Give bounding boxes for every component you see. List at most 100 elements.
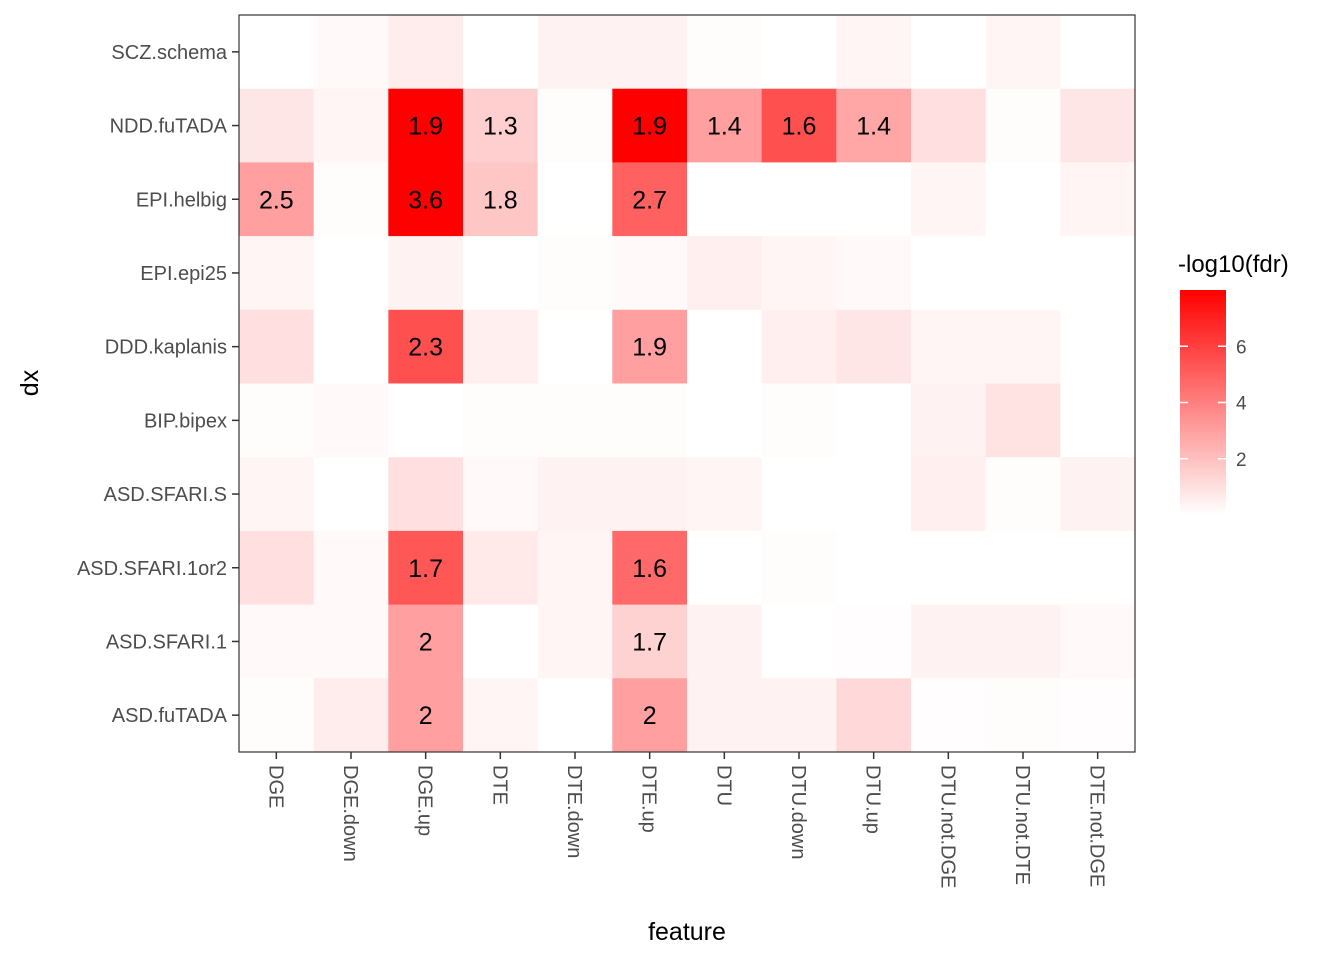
- panel-border: [238, 14, 1136, 753]
- heatmap-cell: [239, 383, 315, 458]
- heatmap-cell: [612, 678, 688, 753]
- heatmap-cell: [1060, 604, 1136, 679]
- heatmap-cell: [463, 88, 539, 163]
- heatmap-cell: [761, 678, 837, 753]
- heatmap-cell: [239, 678, 315, 753]
- x-tick-label: DTE.up: [638, 765, 660, 833]
- y-tick-label: EPI.epi25: [140, 263, 227, 285]
- heatmap-cell: [537, 383, 613, 458]
- heatmap-cell: [985, 383, 1061, 458]
- heatmap-cell: [687, 530, 763, 606]
- heatmap-cell: [761, 88, 837, 163]
- heatmap-cell: [537, 457, 613, 532]
- heatmap-cell: [687, 236, 763, 311]
- heatmap-cell: [388, 236, 464, 311]
- heatmap-cell: [313, 162, 389, 237]
- heatmap-cell: [612, 309, 688, 384]
- x-tick-label: DTU.down: [787, 765, 809, 859]
- heatmap-cell: [612, 530, 688, 606]
- heatmap-cell: [612, 88, 688, 163]
- x-tick-label: DTU.up: [862, 765, 884, 834]
- heatmap-cell: [836, 678, 912, 753]
- heatmap-cell: [537, 678, 613, 753]
- x-axis-title: feature: [648, 918, 726, 946]
- x-tick-label: DTU: [712, 765, 734, 806]
- heatmap-cell: [985, 457, 1061, 532]
- heatmap-cell: [388, 15, 464, 90]
- heatmap-cell: [388, 383, 464, 458]
- heatmap-cell: [1060, 309, 1136, 384]
- heatmap-cell: [239, 162, 315, 237]
- heatmap-cell: [836, 236, 912, 311]
- heatmap-cell: [911, 383, 987, 458]
- x-tick-label: DGE.up: [414, 765, 436, 836]
- heatmap-cell: [761, 457, 837, 532]
- heatmap-cell: [537, 15, 613, 90]
- heatmap-cell: [985, 530, 1061, 606]
- heatmap-cell: [537, 309, 613, 384]
- legend-tick-label: 4: [1236, 394, 1247, 415]
- heatmap-cell: [463, 457, 539, 532]
- heatmap-cell: [687, 88, 763, 163]
- y-tick-label: ASD.SFARI.1or2: [77, 558, 227, 580]
- x-tick-label: DTE.down: [563, 765, 585, 858]
- heatmap-cell: [1060, 15, 1136, 90]
- cell-value-label: 1.4: [856, 113, 891, 141]
- heatmap-cell: [1060, 88, 1136, 163]
- heatmap-cell: [463, 236, 539, 311]
- heatmap-cell: [687, 383, 763, 458]
- heatmap-cell: [463, 15, 539, 90]
- heatmap-cell: [836, 88, 912, 163]
- heatmap-cell: [761, 604, 837, 679]
- heatmap-cell: [313, 604, 389, 679]
- cell-value-label: 2: [643, 702, 657, 730]
- heatmap-cell: [761, 162, 837, 237]
- heatmap-cell: [388, 530, 464, 606]
- heatmap-cell: [239, 530, 315, 606]
- cell-value-label: 2.3: [408, 334, 443, 362]
- heatmap-cell: [463, 383, 539, 458]
- cell-value-label: 2: [419, 628, 433, 656]
- heatmap-cell: [911, 88, 987, 163]
- heatmap-cell: [313, 457, 389, 532]
- heatmap-cell: [911, 236, 987, 311]
- cell-value-label: 2: [419, 702, 433, 730]
- cell-value-label: 2.5: [259, 186, 294, 214]
- heatmap-cell: [911, 309, 987, 384]
- heatmap-cell: [836, 162, 912, 237]
- x-tick-label: DTE.not.DGE: [1086, 765, 1108, 887]
- cell-value-label: 1.7: [632, 628, 667, 656]
- heatmap-cell: [836, 309, 912, 384]
- heatmap-cell: [388, 162, 464, 237]
- heatmap-cell: [463, 604, 539, 679]
- heatmap-cell: [313, 383, 389, 458]
- heatmap-cell: [313, 88, 389, 163]
- heatmap-cell: [239, 236, 315, 311]
- x-tick-label: DGE.down: [339, 765, 361, 862]
- heatmap-cell: [836, 383, 912, 458]
- heatmap-cell: [313, 236, 389, 311]
- heatmap-cell: [687, 457, 763, 532]
- heatmap-cell: [836, 604, 912, 679]
- cell-value-label: 1.6: [782, 113, 817, 141]
- cell-value-label: 1.6: [632, 555, 667, 583]
- heatmap-cell: [239, 457, 315, 532]
- x-tick-label: DTU.not.DGE: [936, 765, 958, 888]
- heatmap-cell: [911, 530, 987, 606]
- heatmap-cell: [985, 236, 1061, 311]
- heatmap-cell: [985, 162, 1061, 237]
- color-legend: -log10(fdr) 2 4 6: [1178, 251, 1289, 515]
- heatmap-cell: [313, 309, 389, 384]
- x-tick-label: DTU.not.DTE: [1011, 765, 1033, 885]
- heatmap-cell: [911, 678, 987, 753]
- heatmap-cell: [537, 88, 613, 163]
- heatmap-cell: [761, 309, 837, 384]
- heatmap-cell: [836, 457, 912, 532]
- heatmap-cell: [836, 530, 912, 606]
- heatmap-cell: [612, 162, 688, 237]
- x-tick-label: DTE: [488, 765, 510, 805]
- cell-value-label: 1.9: [632, 113, 667, 141]
- y-axis: SCZ.schema NDD.fuTADA EPI.helbig EPI.epi25 D…: [77, 42, 239, 727]
- heatmap-cell: [1060, 162, 1136, 237]
- y-axis-title: dx: [16, 369, 44, 396]
